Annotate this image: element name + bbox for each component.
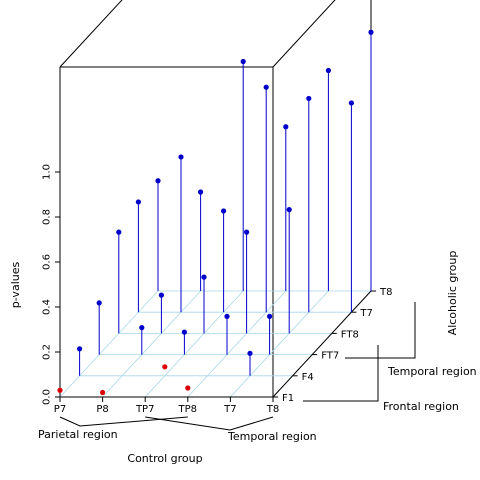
box-edge <box>272 290 372 398</box>
axis-ticks: 0.00.20.40.60.81.0P7 P8 TP7 TP8 T7 T8F1F4FT7F… <box>42 164 393 415</box>
y-tick-label: T8 <box>379 287 392 298</box>
z-tick-label: 0.4 <box>42 299 53 315</box>
point-stems <box>79 32 372 376</box>
box-edge <box>59 0 123 68</box>
data-point <box>240 58 246 65</box>
data-points <box>57 29 374 396</box>
box-front-edges <box>60 290 372 398</box>
data-point <box>96 300 102 306</box>
z-tick-label: 1.0 <box>42 164 53 180</box>
grid-line <box>144 290 244 398</box>
x-region-label-parietal: Parietal region <box>38 428 118 441</box>
floor-grid <box>59 290 372 398</box>
y-tick-label: T7 <box>359 308 372 319</box>
box-edge <box>272 0 336 68</box>
x-tick-label: T8 <box>266 404 279 415</box>
y-axis-label: Alcoholic group <box>446 251 459 336</box>
data-point <box>267 313 273 319</box>
data-point <box>283 124 289 130</box>
data-point <box>221 208 227 214</box>
data-point <box>201 274 207 280</box>
data-point <box>155 178 161 184</box>
data-point <box>325 67 331 74</box>
x-tick-label: TP7 <box>135 404 155 415</box>
y-region-label-temporal: Temporal region <box>387 365 477 378</box>
z-tick-label: 0.6 <box>42 254 53 270</box>
data-point <box>158 292 164 298</box>
y-tick-label: F4 <box>302 372 314 383</box>
x-axis-label: Control group <box>127 452 202 465</box>
x-region-bracket-parietal <box>59 416 188 427</box>
data-point <box>198 189 204 195</box>
data-point <box>348 100 354 106</box>
region-brackets <box>59 302 416 431</box>
data-point <box>178 154 184 160</box>
data-point <box>135 199 141 205</box>
grid-line <box>102 290 201 398</box>
data-point <box>116 229 122 235</box>
data-point <box>100 389 106 396</box>
y-region-bracket-frontal <box>303 345 379 402</box>
data-point <box>162 364 168 370</box>
z-axis-label: p-values <box>9 262 22 309</box>
x-tick-label: P8 <box>96 404 108 415</box>
data-point <box>181 329 187 335</box>
x-tick-label: T7 <box>223 404 236 415</box>
x-tick-label: P7 <box>54 404 66 415</box>
data-point <box>185 385 191 391</box>
z-tick-label: 0.0 <box>42 389 53 405</box>
data-point <box>139 325 145 331</box>
data-point <box>224 313 230 319</box>
grid-line <box>59 290 159 398</box>
data-point <box>244 229 250 235</box>
z-tick-label: 0.8 <box>42 209 53 225</box>
data-point <box>247 350 253 356</box>
z-tick-label: 0.2 <box>42 344 53 360</box>
y-tick-label: F1 <box>282 393 294 404</box>
y-tick-label: FT7 <box>321 351 339 362</box>
x-tick-label: TP8 <box>178 404 198 415</box>
box-back-edges <box>59 0 372 397</box>
axis-labels: p-values Alcoholic group Control group P… <box>9 251 477 465</box>
x-region-bracket-temporal <box>145 416 274 431</box>
y-tick-label: FT8 <box>341 329 359 340</box>
y-region-bracket-temporal <box>345 302 416 359</box>
grid-line <box>230 290 329 398</box>
data-point <box>263 84 269 90</box>
data-point <box>57 387 63 393</box>
y-region-label-frontal: Frontal region <box>383 400 459 413</box>
data-point <box>368 29 374 35</box>
grid-line <box>187 290 287 398</box>
x-region-label-temporal: Temporal region <box>227 430 317 443</box>
data-point <box>306 95 312 102</box>
data-point <box>286 207 292 213</box>
data-point <box>77 346 83 352</box>
